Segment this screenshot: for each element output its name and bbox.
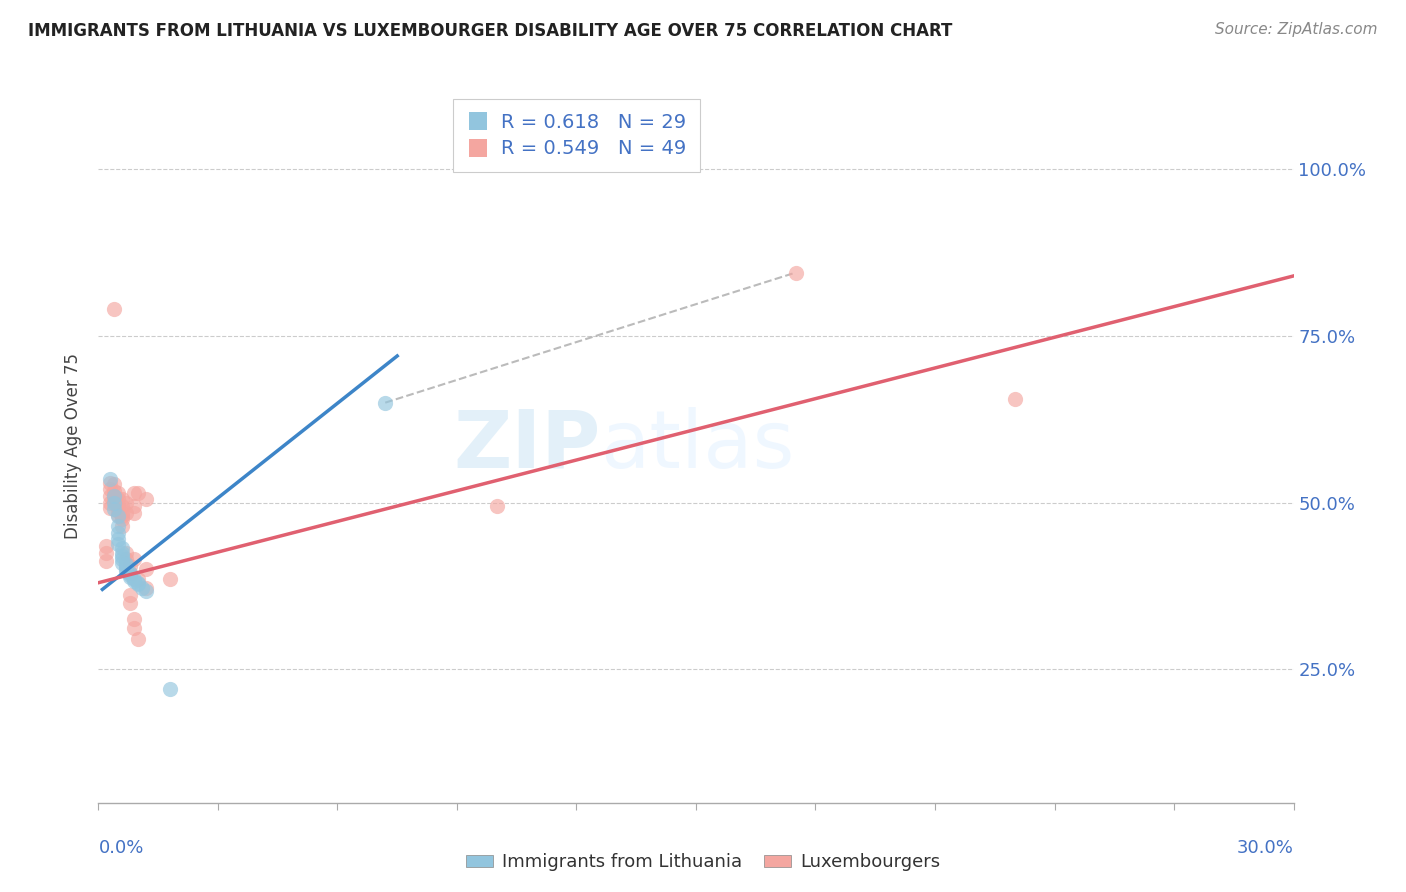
Point bbox=[124, 574, 146, 589]
Point bbox=[120, 567, 142, 582]
Point bbox=[135, 583, 157, 598]
Point bbox=[100, 475, 122, 490]
Point bbox=[100, 483, 122, 497]
Point bbox=[96, 539, 118, 553]
Point bbox=[115, 496, 138, 510]
Point bbox=[111, 512, 134, 526]
Point bbox=[107, 533, 129, 547]
Point bbox=[127, 485, 149, 500]
Point bbox=[124, 499, 146, 513]
Point bbox=[111, 546, 134, 560]
Text: 30.0%: 30.0% bbox=[1237, 839, 1294, 857]
Point bbox=[120, 566, 142, 580]
Point bbox=[111, 519, 134, 533]
Point bbox=[107, 537, 129, 551]
Point bbox=[115, 564, 138, 578]
Point bbox=[374, 395, 396, 409]
Point bbox=[111, 509, 134, 524]
Point bbox=[135, 581, 157, 595]
Point bbox=[120, 596, 142, 610]
Point bbox=[103, 502, 125, 516]
Point bbox=[107, 499, 129, 513]
Point bbox=[107, 509, 129, 524]
Point bbox=[103, 496, 125, 510]
Point bbox=[107, 508, 129, 522]
Point bbox=[1004, 392, 1026, 407]
Point bbox=[124, 485, 146, 500]
Point bbox=[124, 506, 146, 520]
Point bbox=[111, 552, 134, 566]
Point bbox=[103, 489, 125, 503]
Point bbox=[127, 575, 149, 590]
Point bbox=[107, 499, 129, 513]
Point bbox=[107, 525, 129, 540]
Point bbox=[115, 552, 138, 566]
Point bbox=[115, 559, 138, 574]
Point bbox=[785, 266, 807, 280]
Point bbox=[100, 501, 122, 516]
Point bbox=[107, 485, 129, 500]
Point bbox=[120, 559, 142, 574]
Point bbox=[111, 499, 134, 513]
Point bbox=[103, 494, 125, 508]
Point bbox=[485, 499, 508, 513]
Text: ZIP: ZIP bbox=[453, 407, 600, 485]
Point bbox=[127, 577, 149, 591]
Legend: R = 0.618   N = 29, R = 0.549   N = 49: R = 0.618 N = 29, R = 0.549 N = 49 bbox=[453, 99, 700, 172]
Point bbox=[96, 546, 118, 560]
Point bbox=[124, 621, 146, 635]
Point bbox=[103, 489, 125, 503]
Point bbox=[124, 573, 146, 587]
Point bbox=[107, 492, 129, 507]
Point bbox=[111, 492, 134, 507]
Point bbox=[103, 483, 125, 498]
Point bbox=[124, 552, 146, 566]
Point bbox=[96, 554, 118, 568]
Point bbox=[107, 519, 129, 533]
Text: IMMIGRANTS FROM LITHUANIA VS LUXEMBOURGER DISABILITY AGE OVER 75 CORRELATION CHA: IMMIGRANTS FROM LITHUANIA VS LUXEMBOURGE… bbox=[28, 22, 952, 40]
Point bbox=[135, 562, 157, 576]
Point bbox=[120, 570, 142, 584]
Point bbox=[103, 477, 125, 491]
Point bbox=[124, 612, 146, 626]
Point bbox=[100, 472, 122, 486]
Point bbox=[115, 546, 138, 560]
Text: 0.0%: 0.0% bbox=[98, 839, 143, 857]
Point bbox=[159, 682, 181, 697]
Point bbox=[111, 549, 134, 563]
Text: atlas: atlas bbox=[600, 407, 794, 485]
Point bbox=[135, 492, 157, 507]
Point bbox=[111, 556, 134, 570]
Point bbox=[127, 632, 149, 647]
Point bbox=[100, 496, 122, 510]
Point bbox=[131, 581, 153, 595]
Point bbox=[127, 573, 149, 587]
Y-axis label: Disability Age Over 75: Disability Age Over 75 bbox=[65, 353, 83, 539]
Legend: Immigrants from Lithuania, Luxembourgers: Immigrants from Lithuania, Luxembourgers bbox=[458, 847, 948, 879]
Text: Source: ZipAtlas.com: Source: ZipAtlas.com bbox=[1215, 22, 1378, 37]
Point bbox=[103, 302, 125, 317]
Point bbox=[159, 573, 181, 587]
Point bbox=[120, 588, 142, 602]
Point bbox=[120, 566, 142, 580]
Point bbox=[115, 562, 138, 576]
Point bbox=[107, 504, 129, 518]
Point bbox=[115, 506, 138, 520]
Point bbox=[100, 489, 122, 503]
Point bbox=[111, 541, 134, 555]
Point bbox=[115, 557, 138, 571]
Point bbox=[111, 506, 134, 520]
